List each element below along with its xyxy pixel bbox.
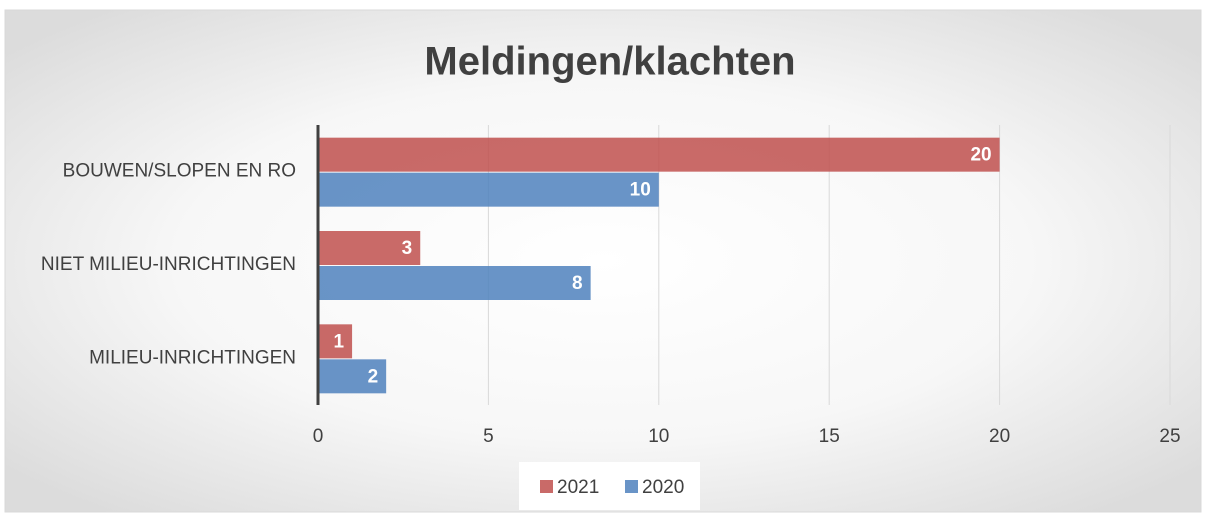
legend-swatch bbox=[625, 480, 638, 493]
y-tick-label: MILIEU-INRICHTINGEN bbox=[89, 347, 296, 368]
x-tick-label: 10 bbox=[648, 426, 669, 447]
legend-label: 2021 bbox=[557, 477, 599, 498]
x-tick-label: 5 bbox=[483, 426, 494, 447]
y-tick-label: BOUWEN/SLOPEN EN RO bbox=[63, 161, 296, 182]
chart-background bbox=[4, 9, 1202, 513]
chart-title: Meldingen/klachten bbox=[424, 40, 795, 84]
x-tick-label: 25 bbox=[1159, 426, 1180, 447]
data-label: 20 bbox=[970, 145, 991, 166]
x-tick-label: 20 bbox=[989, 426, 1010, 447]
bar bbox=[318, 359, 387, 394]
bar bbox=[318, 324, 353, 359]
x-tick-label: 0 bbox=[313, 426, 324, 447]
bar bbox=[318, 172, 659, 207]
x-tick-label: 15 bbox=[819, 426, 840, 447]
legend-label: 2020 bbox=[642, 477, 684, 498]
data-label: 3 bbox=[402, 238, 413, 259]
data-label: 8 bbox=[572, 273, 583, 294]
y-tick-label: NIET MILIEU-INRICHTINGEN bbox=[41, 254, 296, 275]
data-label: 2 bbox=[368, 366, 379, 387]
bar bbox=[318, 137, 1000, 172]
data-label: 1 bbox=[334, 331, 345, 352]
bar bbox=[318, 231, 421, 265]
data-label: 10 bbox=[630, 180, 651, 201]
bar bbox=[318, 266, 591, 300]
legend-swatch bbox=[540, 480, 553, 493]
